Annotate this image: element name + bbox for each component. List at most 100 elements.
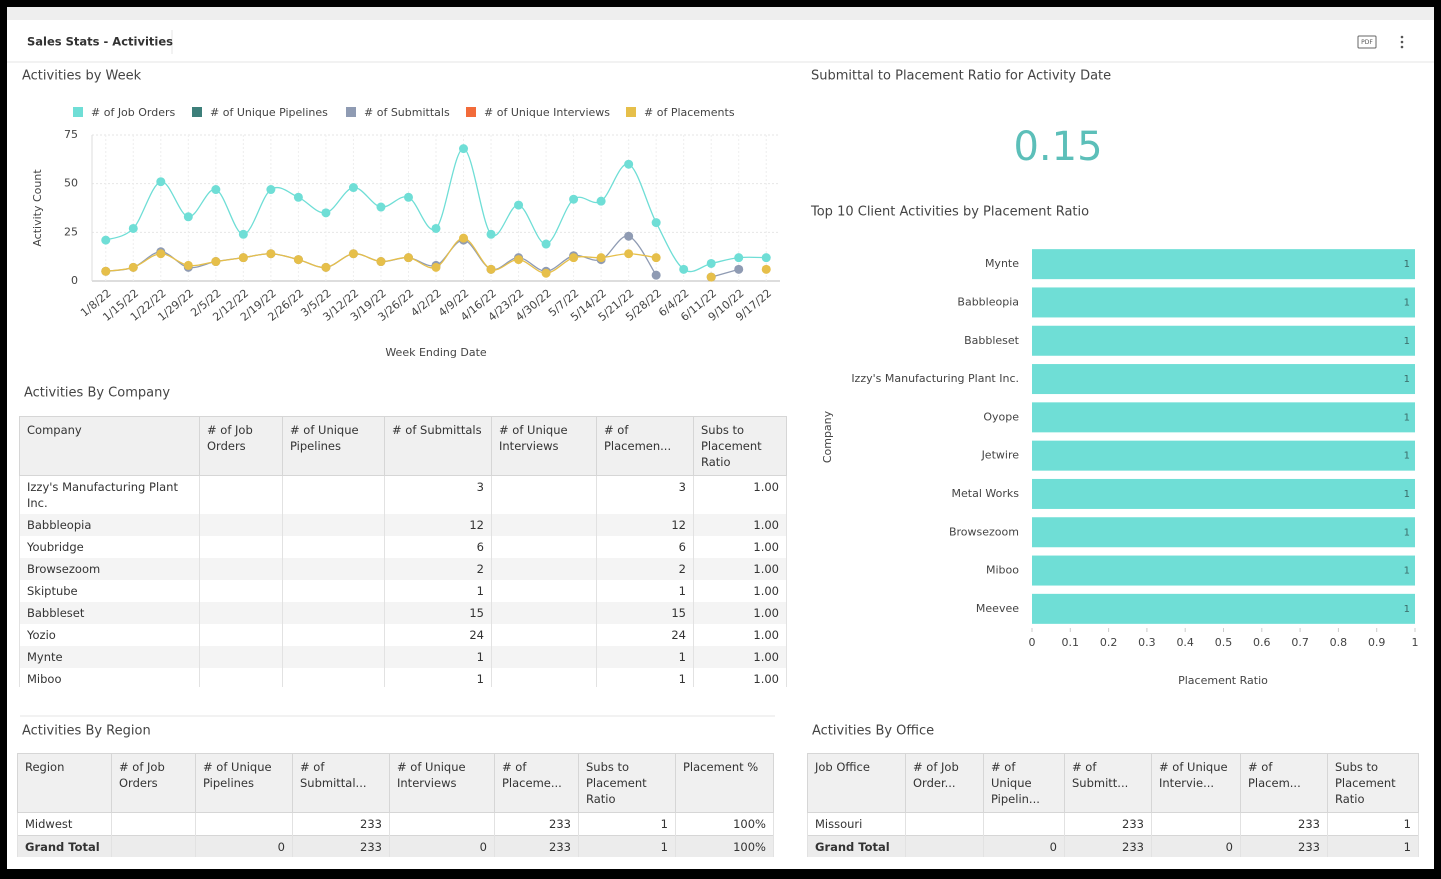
table-cell [199, 624, 283, 646]
table-body: Missouri 233 233 1 Grand Total 0 233 0 233 1 [807, 812, 1419, 857]
data-point [459, 233, 469, 243]
data-point [651, 253, 661, 263]
column-header: # of Job Orders [111, 753, 196, 813]
table-cell [491, 602, 597, 624]
bar [1032, 249, 1415, 280]
table-row: Babbleopia 12 12 1.00 [19, 514, 787, 536]
y-tick-label: Izzy's Manufacturing Plant Inc. [851, 372, 1019, 385]
table-cell [199, 514, 283, 536]
panel-title: Activities By Region [22, 724, 151, 739]
data-point [403, 253, 413, 263]
table-row: Missouri 233 233 1 [807, 812, 1419, 836]
column-header: # of Unique Pipelines [195, 753, 293, 813]
table-cell: 1.00 [693, 558, 787, 580]
data-table: Region # of Job Orders # of Unique Pipelin… [17, 753, 774, 857]
table-cell [199, 475, 283, 514]
data-point [624, 159, 634, 169]
x-tick-label: 1 [1412, 636, 1419, 649]
bar [1032, 325, 1415, 356]
table-cell [389, 812, 495, 836]
table-cell [195, 812, 293, 836]
data-point [376, 257, 386, 267]
bar [1032, 555, 1415, 586]
pdf-button[interactable] [1357, 35, 1377, 49]
menu-dot[interactable] [1400, 35, 1404, 39]
menu-dot[interactable] [1400, 40, 1404, 44]
y-tick-label: Oyope [983, 410, 1019, 423]
table-cell: 1 [578, 835, 676, 857]
table-cell: 6 [596, 536, 694, 558]
table-cell: 233 [494, 835, 579, 857]
data-point [706, 272, 716, 282]
panel-title: Submittal to Placement Ratio for Activit… [811, 69, 1111, 84]
legend-swatch [73, 107, 83, 117]
y-axis-title: Company [821, 410, 834, 463]
table-cell: 1 [596, 646, 694, 668]
panel-title: Activities by Week [22, 69, 142, 84]
data-point [459, 144, 469, 154]
table-cell [199, 668, 283, 687]
table-cell [282, 536, 385, 558]
data-point [486, 264, 496, 274]
top-band [7, 7, 1434, 20]
table-cell: Missouri [807, 812, 906, 836]
legend-swatch [626, 107, 636, 117]
data-point [624, 231, 634, 241]
x-tick-label: 0.1 [1062, 636, 1080, 649]
table-row: Youbridge 6 6 1.00 [19, 536, 787, 558]
table-cell: 1.00 [693, 514, 787, 536]
column-header: Subs to Placement Ratio [578, 753, 676, 813]
y-tick-label: 50 [64, 177, 78, 190]
legend-swatch [346, 107, 356, 117]
table-cell: 2 [384, 558, 492, 580]
table-cell: 0 [983, 835, 1065, 857]
data-point [156, 249, 166, 259]
table-cell [491, 668, 597, 687]
table-cell: 100% [675, 835, 774, 857]
pdf-label[interactable]: PDF [1361, 39, 1373, 46]
table-cell: 15 [596, 602, 694, 624]
column-header: # of Submittals [384, 416, 492, 476]
column-header: # of Unique Pipelin... [983, 753, 1065, 813]
table-cell: 1 [1327, 835, 1419, 857]
bar [1032, 478, 1415, 509]
table-cell: 1 [1327, 812, 1419, 836]
data-point [431, 262, 441, 272]
table-cell: Yozio [19, 624, 200, 646]
column-header: # of Job Order... [905, 753, 984, 813]
data-point [569, 253, 579, 263]
data-point [211, 185, 221, 195]
table-container: Company # of Job Orders # of Unique Pipeli… [19, 416, 788, 687]
x-tick-label: 0.2 [1100, 636, 1118, 649]
dashboard-title: Sales Stats - Activities [27, 35, 173, 49]
table-row: Midwest 233 233 1 100% [17, 812, 774, 836]
table-cell: 0 [195, 835, 293, 857]
table-cell: 1 [596, 668, 694, 687]
data-point [376, 202, 386, 212]
table-cell: 233 [292, 812, 390, 836]
data-point [761, 253, 771, 263]
data-point [761, 264, 771, 274]
table-cell [282, 580, 385, 602]
table-cell [199, 580, 283, 602]
table-cell: 1 [384, 668, 492, 687]
table-cell: Babbleset [19, 602, 200, 624]
menu-dot[interactable] [1400, 45, 1404, 49]
table-cell: Miboo [19, 668, 200, 687]
data-point [596, 196, 606, 206]
table-cell: 3 [384, 475, 492, 514]
y-tick-label: Babbleset [964, 334, 1020, 347]
data-point [348, 183, 358, 193]
table-cell [111, 835, 196, 857]
legend-swatch [466, 107, 476, 117]
x-tick-label: 0.3 [1138, 636, 1156, 649]
column-header: # of Unique Interviews [491, 416, 597, 476]
bar-value-label: 1 [1404, 336, 1410, 347]
column-header: Job Office [807, 753, 906, 813]
data-point [128, 223, 138, 233]
table-cell: 1.00 [693, 646, 787, 668]
table-body: Midwest 233 233 1 100% Grand Total 0 233 0 233 1 10… [17, 812, 774, 857]
table-cell [282, 558, 385, 580]
x-axis-title: Week Ending Date [385, 346, 487, 359]
